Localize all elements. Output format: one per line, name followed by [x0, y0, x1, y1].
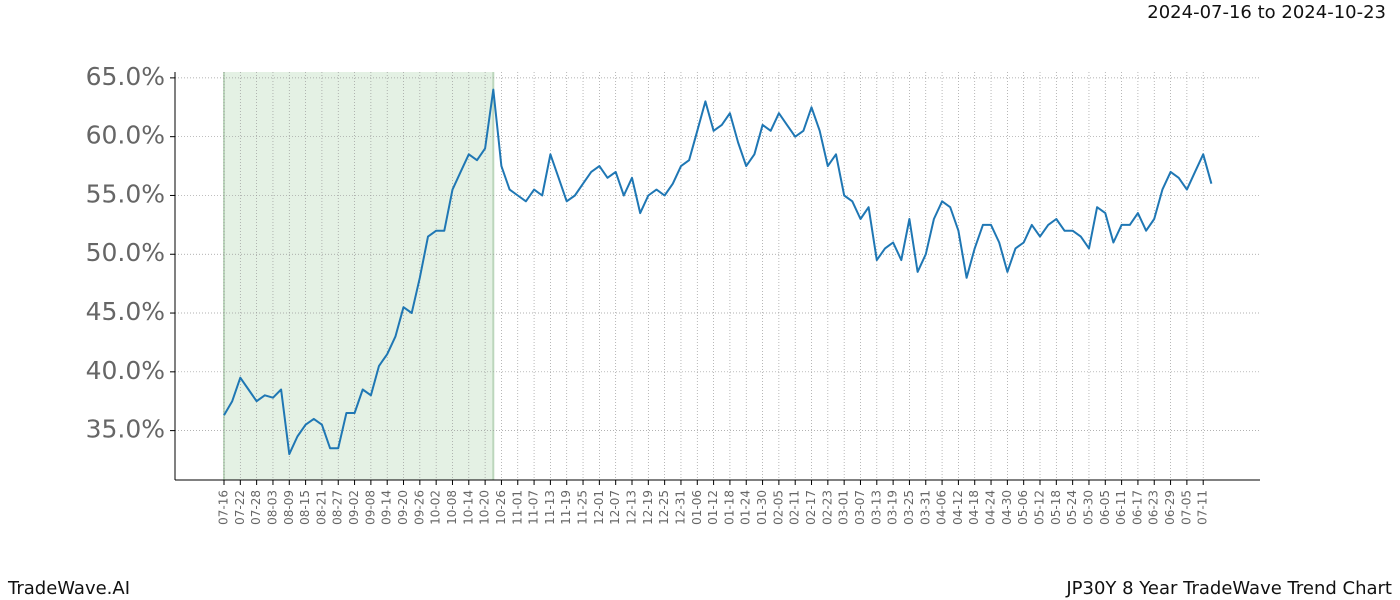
x-tick-label: 10-08	[445, 490, 459, 525]
x-tick-label: 03-01	[837, 490, 851, 525]
date-range: 2024-07-16 to 2024-10-23	[1147, 2, 1386, 23]
x-tick-label: 05-24	[1065, 490, 1079, 525]
y-tick-label: 35.0%	[86, 415, 165, 444]
x-tick-label: 03-13	[869, 490, 883, 525]
y-tick-label: 60.0%	[86, 121, 165, 150]
x-tick-label: 06-05	[1098, 490, 1112, 525]
x-tick-label: 06-23	[1147, 490, 1161, 525]
x-tick-label: 12-01	[592, 490, 606, 525]
x-tick-label: 01-24	[739, 490, 753, 525]
x-tick-label: 05-06	[1016, 490, 1030, 525]
x-tick-label: 10-26	[494, 490, 508, 525]
x-tick-label: 07-11	[1196, 490, 1210, 525]
y-tick-label: 65.0%	[86, 62, 165, 91]
x-tick-label: 03-19	[886, 490, 900, 525]
x-tick-label: 11-13	[543, 490, 557, 525]
x-tick-label: 04-24	[984, 490, 998, 525]
x-tick-label: 09-08	[363, 490, 377, 525]
x-tick-label: 02-11	[788, 490, 802, 525]
x-tick-label: 08-15	[298, 490, 312, 525]
x-tick-label: 01-30	[755, 490, 769, 525]
x-tick-label: 12-31	[673, 490, 687, 525]
x-tick-label: 12-25	[657, 490, 671, 525]
x-tick-label: 01-06	[690, 490, 704, 525]
x-tick-label: 01-18	[722, 490, 736, 525]
data-line	[223, 88, 1213, 456]
x-tick-label: 11-01	[510, 490, 524, 525]
x-tick-label: 06-29	[1163, 490, 1177, 525]
x-tick-label: 01-12	[706, 490, 720, 525]
x-tick-label: 03-07	[853, 490, 867, 525]
x-tick-label: 07-16	[217, 490, 231, 525]
x-tick-label: 10-02	[429, 490, 443, 525]
x-tick-label: 12-07	[608, 490, 622, 525]
x-tick-label: 03-25	[902, 490, 916, 525]
x-tick-label: 11-19	[559, 490, 573, 525]
x-tick-label: 05-30	[1081, 490, 1095, 525]
x-tick-label: 11-25	[576, 490, 590, 525]
x-tick-label: 08-27	[331, 490, 345, 525]
x-tick-label: 11-07	[527, 490, 541, 525]
y-tick-label: 50.0%	[86, 238, 165, 267]
x-tick-label: 02-23	[820, 490, 834, 525]
x-tick-label: 05-18	[1049, 490, 1063, 525]
x-tick-label: 07-22	[233, 490, 247, 525]
x-tick-label: 09-02	[347, 490, 361, 525]
x-tick-label: 10-14	[461, 490, 475, 525]
x-tick-label: 06-11	[1114, 490, 1128, 525]
x-tick-label: 09-26	[412, 490, 426, 525]
x-tick-label: 04-30	[1000, 490, 1014, 525]
x-tick-label: 07-28	[249, 490, 263, 525]
x-tick-label: 04-06	[935, 490, 949, 525]
x-tick-label: 09-20	[396, 490, 410, 525]
x-tick-label: 06-17	[1130, 490, 1144, 525]
chart-title: JP30Y 8 Year TradeWave Trend Chart	[1065, 578, 1392, 599]
x-tick-label: 12-19	[641, 490, 655, 525]
x-tick-label: 04-18	[967, 490, 981, 525]
x-tick-label: 08-21	[314, 490, 328, 525]
x-tick-label: 05-12	[1033, 490, 1047, 525]
brand: TradeWave.AI	[7, 578, 130, 599]
x-tick-label: 10-20	[478, 490, 492, 525]
x-tick-label: 09-14	[380, 490, 394, 525]
x-tick-label: 02-05	[771, 490, 785, 525]
x-tick-label: 02-17	[804, 490, 818, 525]
x-tick-label: 07-05	[1179, 490, 1193, 525]
x-tick-label: 08-03	[265, 490, 279, 525]
highlight-band	[224, 72, 494, 480]
y-tick-label: 40.0%	[86, 356, 165, 385]
x-tick-label: 12-13	[625, 490, 639, 525]
y-tick-label: 55.0%	[86, 179, 165, 208]
x-tick-label: 08-09	[282, 490, 296, 525]
y-tick-label: 45.0%	[86, 297, 165, 326]
x-tick-label: 03-31	[918, 490, 932, 525]
x-tick-label: 04-12	[951, 490, 965, 525]
